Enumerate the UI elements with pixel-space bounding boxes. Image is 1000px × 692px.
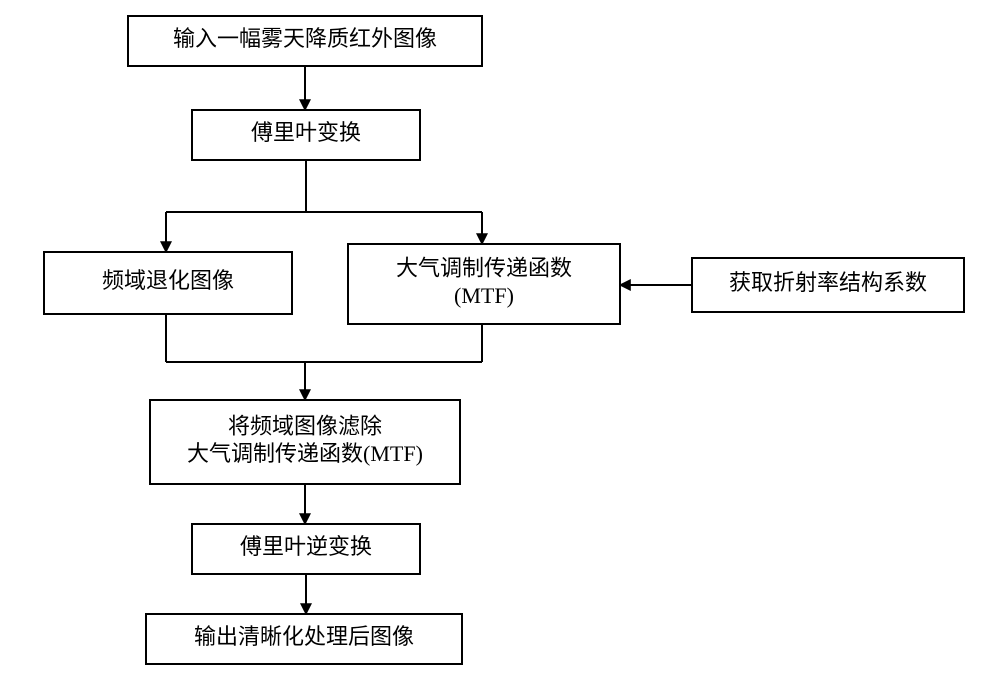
flow-node-n3: 频域退化图像 bbox=[44, 252, 292, 314]
node-label: 将频域图像滤除 bbox=[228, 413, 382, 438]
node-label: 获取折射率结构系数 bbox=[729, 270, 927, 295]
flow-node-n2: 傅里叶变换 bbox=[192, 110, 420, 160]
node-label: (MTF) bbox=[454, 283, 514, 308]
flow-node-n1: 输入一幅雾天降质红外图像 bbox=[128, 16, 482, 66]
node-label: 大气调制传递函数 bbox=[396, 255, 572, 280]
flow-node-n7: 傅里叶逆变换 bbox=[192, 524, 420, 574]
node-label: 输出清晰化处理后图像 bbox=[194, 624, 414, 649]
node-label: 输入一幅雾天降质红外图像 bbox=[173, 26, 437, 51]
node-label: 傅里叶变换 bbox=[251, 120, 361, 145]
node-label: 傅里叶逆变换 bbox=[240, 534, 372, 559]
node-label: 频域退化图像 bbox=[102, 268, 234, 293]
flow-node-n4: 大气调制传递函数 (MTF) bbox=[348, 244, 620, 324]
node-label: 大气调制传递函数(MTF) bbox=[187, 441, 423, 466]
flow-node-n6: 将频域图像滤除大气调制传递函数(MTF) bbox=[150, 400, 460, 484]
flow-node-n5: 获取折射率结构系数 bbox=[692, 258, 964, 312]
flow-node-n8: 输出清晰化处理后图像 bbox=[146, 614, 462, 664]
